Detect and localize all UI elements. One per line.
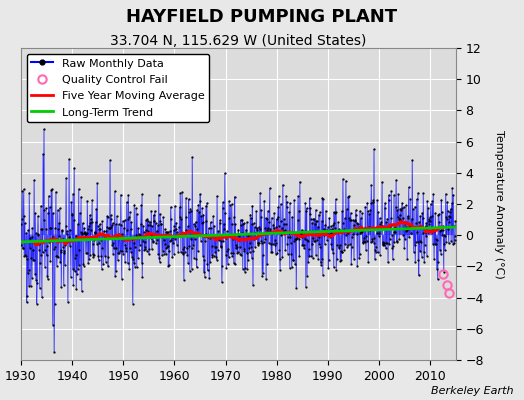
Text: Berkeley Earth: Berkeley Earth bbox=[431, 386, 514, 396]
Legend: Raw Monthly Data, Quality Control Fail, Five Year Moving Average, Long-Term Tren: Raw Monthly Data, Quality Control Fail, … bbox=[27, 54, 209, 122]
Text: HAYFIELD PUMPING PLANT: HAYFIELD PUMPING PLANT bbox=[126, 8, 398, 26]
Title: 33.704 N, 115.629 W (United States): 33.704 N, 115.629 W (United States) bbox=[110, 34, 367, 48]
Y-axis label: Temperature Anomaly (°C): Temperature Anomaly (°C) bbox=[494, 130, 504, 278]
